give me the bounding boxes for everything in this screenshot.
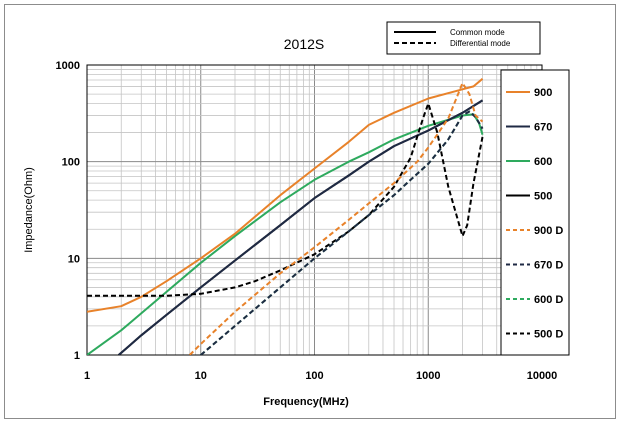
y-tick-label: 10 <box>68 253 80 265</box>
tick-labels: 1 10 100 1000 10000 1 10 100 1000 <box>56 60 558 382</box>
differential-mode-label: Differential mode <box>450 39 511 48</box>
legend-label-900: 900 <box>534 87 552 99</box>
x-axis-label: Frequency(MHz) <box>263 396 349 408</box>
x-tick-label: 1000 <box>416 370 440 382</box>
legend-label-670d: 670 D <box>534 260 563 272</box>
legend-label-670: 670 <box>534 122 552 134</box>
mode-legend-box <box>386 21 541 55</box>
y-tick-label: 1 <box>74 350 80 362</box>
series-legend: 900 670 600 500 900 D 670 D 600 D 500 D <box>506 87 563 341</box>
series-line-670 <box>118 99 484 355</box>
legend-label-500: 500 <box>534 191 552 203</box>
common-mode-label: Common mode <box>450 28 505 37</box>
mode-legend: Common mode Differential mode <box>386 21 541 55</box>
series-layer <box>87 78 484 355</box>
y-tick-label: 1000 <box>56 60 80 72</box>
x-tick-label: 100 <box>305 370 323 382</box>
y-axis-label: Impedance(Ohm) <box>23 167 35 253</box>
legend-label-500d: 500 D <box>534 329 563 341</box>
x-tick-label: 1 <box>84 370 90 382</box>
x-tick-label: 10 <box>195 370 207 382</box>
series-line-670d <box>200 110 484 355</box>
series-line-900 <box>87 78 484 313</box>
legend-label-600d: 600 D <box>534 294 563 306</box>
series-line-900d <box>188 82 484 355</box>
chart-title: 2012S <box>284 36 324 52</box>
series-legend-box <box>500 69 570 356</box>
series-line-600 <box>87 113 484 355</box>
y-tick-label: 100 <box>62 157 80 169</box>
series-line-500d <box>87 102 484 297</box>
legend-label-900d: 900 D <box>534 225 563 237</box>
x-tick-label: 10000 <box>527 370 558 382</box>
legend-label-600: 600 <box>534 156 552 168</box>
